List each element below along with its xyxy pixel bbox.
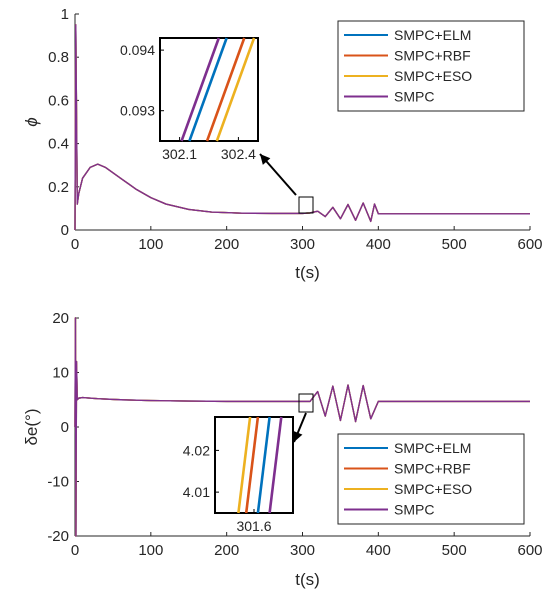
inset-x-tick-label: 302.1	[162, 146, 197, 162]
legend-entry: SMPC+ELM	[394, 440, 471, 456]
legend-entry: SMPC+ESO	[394, 481, 472, 497]
x-tick-label: 200	[214, 236, 239, 253]
inset-frame	[159, 37, 259, 142]
legend: SMPC+ELM SMPC+RBF SMPC+ESO SMPC	[337, 433, 525, 525]
inset-y-tick-label: 4.02	[183, 442, 210, 458]
x-tick-label: 200	[214, 542, 239, 559]
y-tick-label: 0.2	[48, 179, 69, 196]
inset-frame	[214, 416, 294, 514]
x-tick-label: 600	[517, 542, 542, 559]
inset-series-line-smpc-rbf	[244, 416, 260, 514]
legend-entry: SMPC+RBF	[394, 48, 471, 64]
x-axis-label: t(s)	[295, 570, 320, 589]
legend-entry: SMPC+ELM	[394, 27, 471, 43]
y-axis-label: δe(°)	[22, 408, 41, 445]
y-tick-label: 0	[61, 222, 69, 239]
series-line-smpc	[74, 317, 530, 537]
x-tick-label: 0	[71, 236, 79, 253]
y-tick-label: 10	[52, 365, 69, 382]
zoom-region-box	[298, 393, 314, 413]
x-tick-label: 600	[517, 236, 542, 253]
inset-x-tick-label: 301.6	[236, 518, 271, 534]
x-tick-label: 400	[366, 236, 391, 253]
x-tick-label: 0	[71, 542, 79, 559]
y-tick-label: 1	[61, 6, 69, 23]
zoom-arrow-head	[260, 154, 271, 165]
y-tick-label: 0.4	[48, 136, 69, 153]
y-tick-label: -20	[47, 528, 69, 545]
y-tick-label: 0.8	[48, 49, 69, 66]
chart-1: 0 100 200 300 400 500 600 0 0.2 0.4 0.6 0.8 1 t(s) ϕ 30…	[22, 6, 543, 282]
inset-series-line-smpc-elm	[188, 37, 228, 142]
y-tick-label: -10	[47, 474, 69, 491]
legend-entry: SMPC	[394, 89, 434, 105]
inset-series-line-smpc-eso	[215, 37, 256, 142]
inset-series-line-smpc-rbf	[205, 37, 246, 142]
legend-entry: SMPC	[394, 502, 434, 518]
inset-x-tick-label: 302.4	[221, 146, 256, 162]
y-axis-label: ϕ	[22, 117, 41, 126]
x-tick-label: 300	[290, 236, 315, 253]
inset-y-tick-label: 0.093	[120, 103, 155, 119]
inset-series-line-smpc	[180, 37, 221, 142]
inset-series-line-smpc	[268, 416, 283, 514]
x-tick-label: 100	[138, 542, 163, 559]
legend: SMPC+ELM SMPC+RBF SMPC+ESO SMPC	[337, 20, 525, 112]
y-tick-label: 0.6	[48, 92, 69, 109]
y-tick-label: 0	[61, 419, 69, 436]
x-tick-label: 500	[442, 236, 467, 253]
y-tick-label: 20	[52, 310, 69, 327]
zoom-region-box	[298, 196, 314, 214]
x-tick-label: 500	[442, 542, 467, 559]
inset-chart: 301.6 4.01 4.02	[183, 416, 294, 534]
inset-y-tick-label: 0.094	[120, 42, 155, 58]
zoom-arrow-head	[293, 430, 303, 442]
x-tick-label: 100	[138, 236, 163, 253]
inset-chart: 302.1 302.4 0.093 0.094	[120, 37, 259, 162]
x-tick-label: 400	[366, 542, 391, 559]
chart-2: 0 100 200 300 400 500 600 -20 -10 0 10 20 t(s) δe(°) 3…	[22, 310, 543, 589]
x-tick-label: 300	[290, 542, 315, 559]
inset-series-line-smpc-eso	[237, 416, 252, 514]
legend-entry: SMPC+RBF	[394, 461, 471, 477]
inset-series-line-smpc-elm	[256, 416, 271, 514]
inset-y-tick-label: 4.01	[183, 484, 210, 500]
legend-entry: SMPC+ESO	[394, 68, 472, 84]
x-axis-label: t(s)	[295, 263, 320, 282]
series-line-smpc	[74, 24, 530, 231]
